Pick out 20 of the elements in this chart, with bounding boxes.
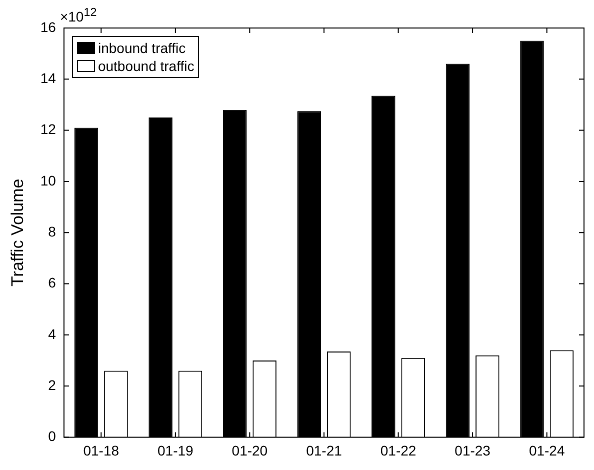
y-tick-label: 12: [40, 121, 56, 138]
x-tick-label: 01-24: [528, 442, 565, 458]
x-tick-label: 01-20: [232, 442, 268, 458]
x-tick-label: 01-18: [83, 442, 120, 458]
y-tick-label: 4: [48, 326, 56, 342]
y-tick-label: 8: [48, 223, 56, 240]
y-tick-label: 0: [48, 428, 56, 444]
x-tick-label: 01-21: [306, 442, 342, 458]
y-tick-label: 2: [48, 376, 56, 393]
y-tick-label: 16: [40, 18, 56, 35]
y-tick-label: 10: [40, 172, 56, 188]
x-tick-label: 01-19: [158, 442, 194, 458]
legend-label: outbound traffic: [98, 57, 194, 75]
text: ×10$^{12}$: [60, 6, 97, 25]
y-axis-title: Traffic Volume: [8, 178, 27, 286]
x-tick-label: 01-23: [454, 442, 491, 458]
y-tick-label: 14: [40, 70, 56, 86]
legend-label: inbound traffic: [98, 39, 186, 57]
y-tick-label: 6: [48, 274, 56, 291]
x-tick-label: 01-22: [380, 442, 416, 458]
